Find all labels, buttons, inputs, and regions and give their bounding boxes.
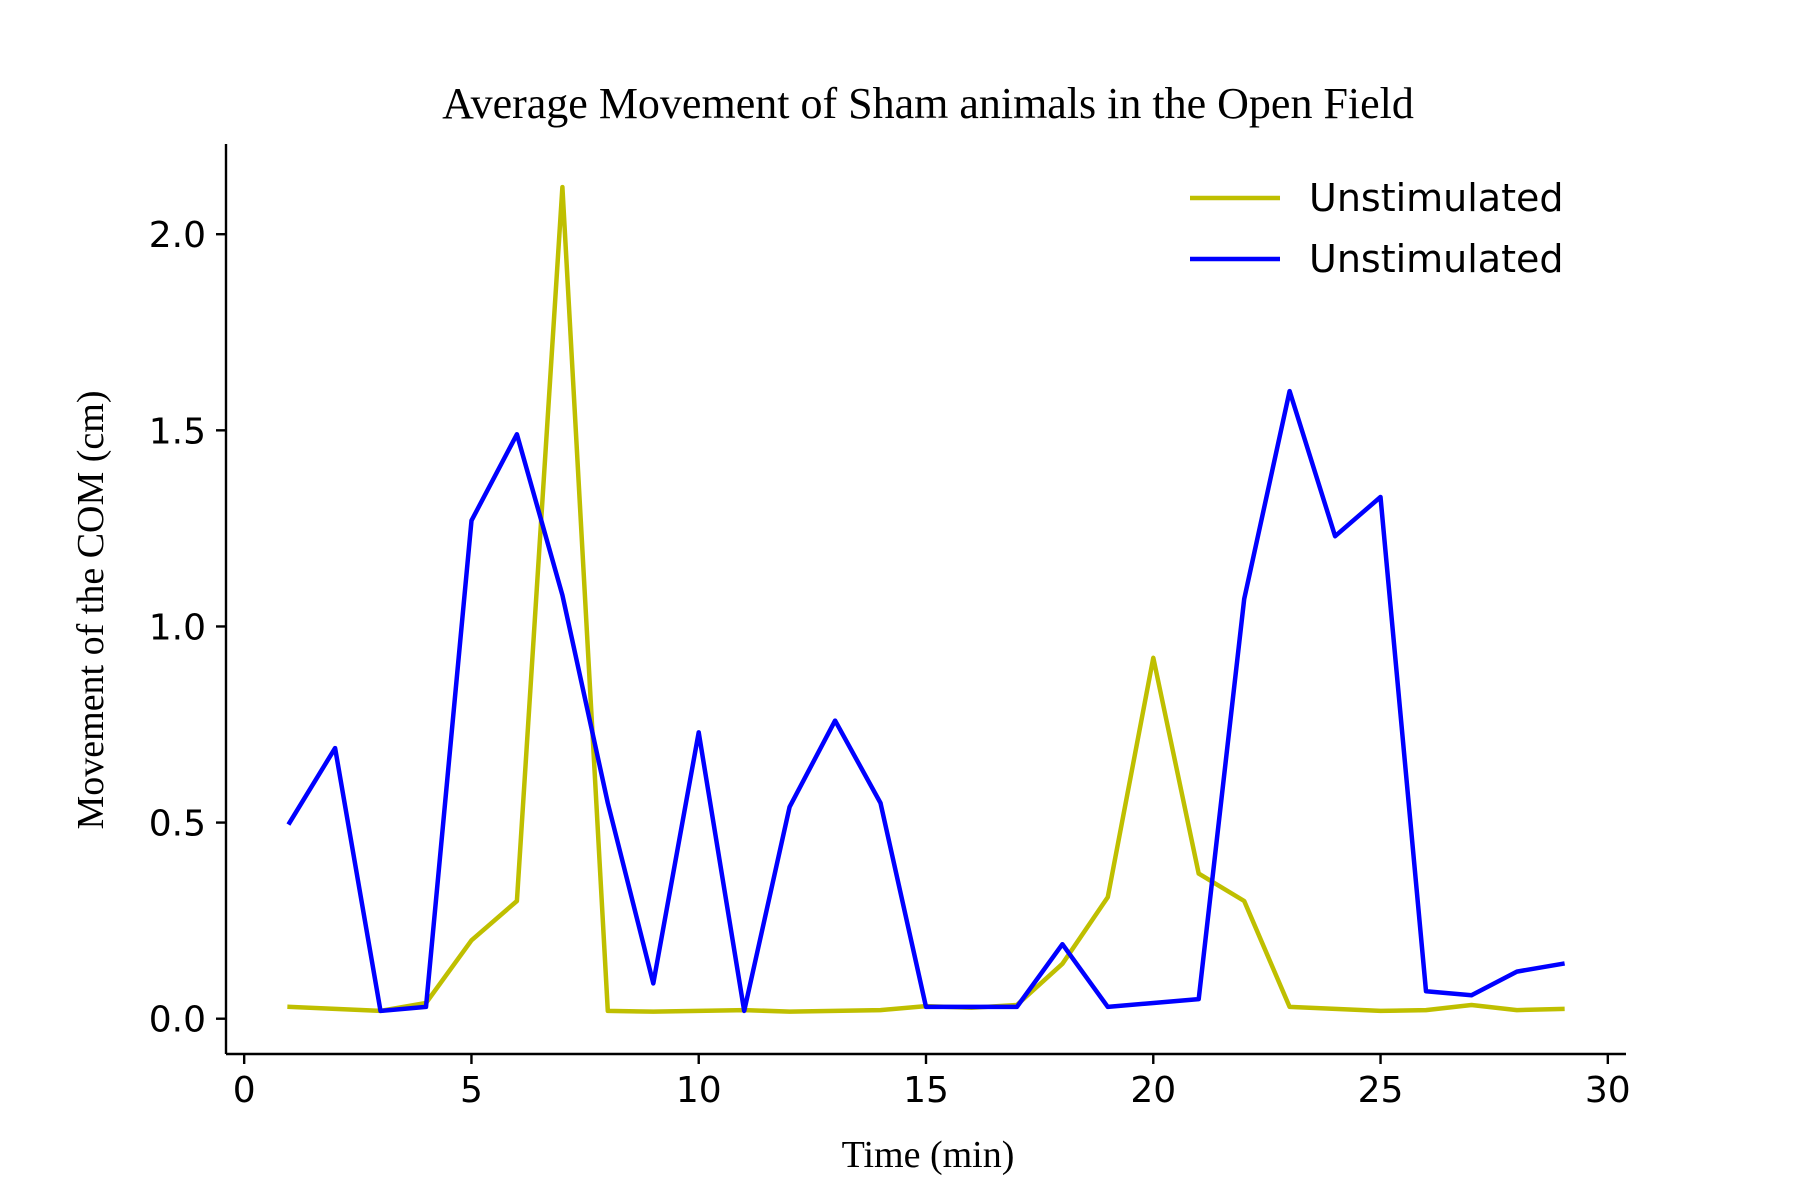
x-tick-label: 10 xyxy=(676,1070,722,1111)
plot-lines xyxy=(286,184,1565,1014)
x-tick-label: 15 xyxy=(903,1070,949,1111)
series-line-2 xyxy=(286,388,1565,1014)
y-tick-label: 0.0 xyxy=(149,1000,206,1041)
x-axis-label: Time (min) xyxy=(842,1134,1015,1176)
y-tick-label: 0.5 xyxy=(149,804,206,845)
x-tick-label: 30 xyxy=(1585,1070,1631,1111)
x-tick-label: 0 xyxy=(233,1070,256,1111)
series-line-1 xyxy=(287,184,1565,1014)
y-tick-label: 1.5 xyxy=(149,411,206,452)
y-tick-label: 1.0 xyxy=(149,607,206,648)
legend: Unstimulated Unstimulated xyxy=(1190,176,1564,281)
axes: 0 5 10 15 20 25 30 0.0 0.5 1.0 1.5 2.0 xyxy=(149,144,1631,1111)
chart-title: Average Movement of Sham animals in the … xyxy=(442,79,1414,128)
x-tick-label: 25 xyxy=(1358,1070,1404,1111)
legend-label-1: Unstimulated xyxy=(1309,176,1564,220)
y-axis-label: Movement of the COM (cm) xyxy=(70,390,112,829)
y-tick-label: 2.0 xyxy=(149,215,206,256)
x-tick-label: 20 xyxy=(1130,1070,1176,1111)
legend-label-2: Unstimulated xyxy=(1309,237,1564,281)
x-tick-label: 5 xyxy=(460,1070,483,1111)
